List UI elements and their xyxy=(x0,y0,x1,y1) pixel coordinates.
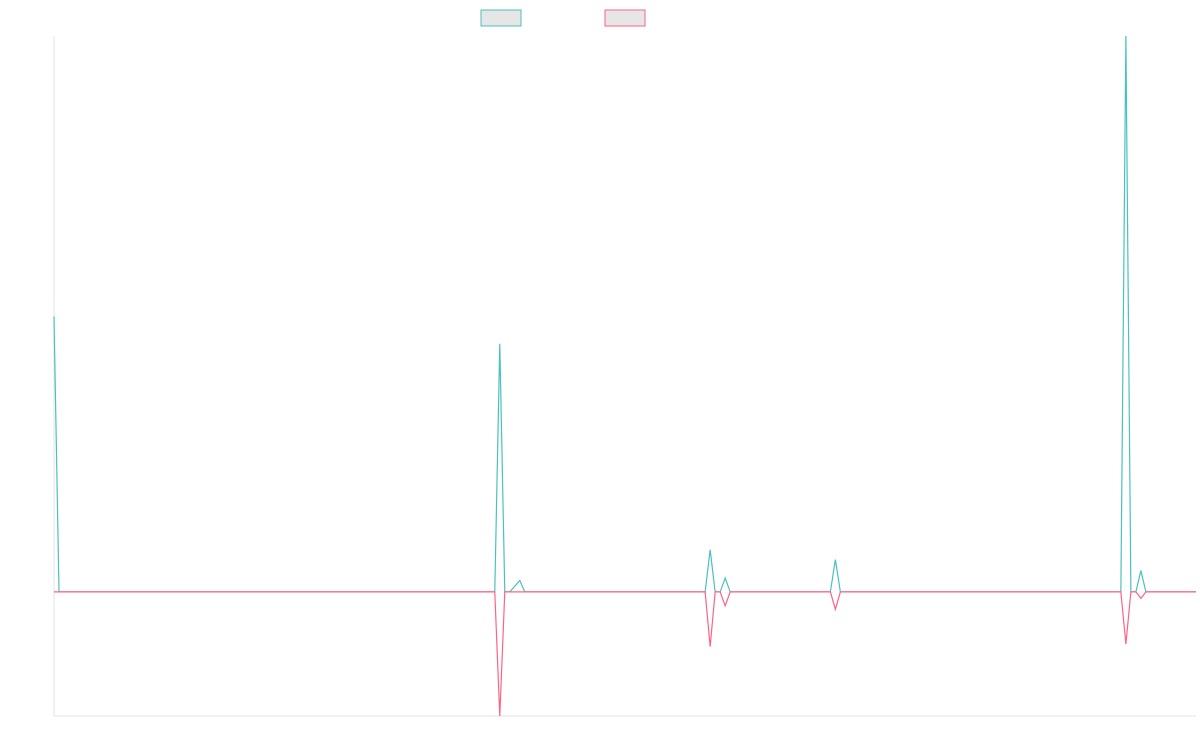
series-2 xyxy=(54,591,1196,717)
series-1-line xyxy=(53,35,1196,593)
legend-item-2[interactable] xyxy=(604,9,646,27)
axes xyxy=(53,36,1196,717)
legend-swatch-1[interactable] xyxy=(480,9,522,27)
series-1 xyxy=(53,35,1196,593)
legend-swatch-2[interactable] xyxy=(604,9,646,27)
legend xyxy=(480,9,646,27)
legend-item-1[interactable] xyxy=(480,9,522,27)
series-layer xyxy=(53,35,1196,717)
series-2-line xyxy=(54,591,1196,717)
